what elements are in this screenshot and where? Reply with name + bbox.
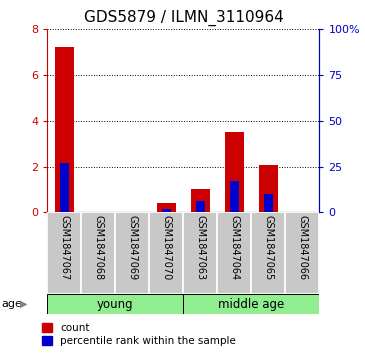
- Text: GSM1847065: GSM1847065: [264, 215, 273, 280]
- Bar: [259, 166, 278, 212]
- Bar: [196, 201, 205, 212]
- Bar: [162, 209, 171, 212]
- Bar: [81, 212, 115, 294]
- Text: GSM1847070: GSM1847070: [161, 215, 172, 280]
- Text: young: young: [97, 298, 134, 310]
- Bar: [149, 212, 183, 294]
- Bar: [157, 203, 176, 212]
- Bar: [285, 212, 319, 294]
- Bar: [55, 48, 74, 212]
- Bar: [225, 132, 244, 212]
- Text: GSM1847069: GSM1847069: [127, 215, 138, 280]
- Bar: [251, 212, 285, 294]
- Legend: count, percentile rank within the sample: count, percentile rank within the sample: [42, 323, 236, 346]
- Bar: [60, 163, 69, 212]
- Text: ▶: ▶: [20, 299, 28, 309]
- Text: GSM1847064: GSM1847064: [229, 215, 239, 280]
- Text: age: age: [2, 299, 23, 309]
- Text: GSM1847068: GSM1847068: [93, 215, 103, 280]
- Text: middle age: middle age: [218, 298, 285, 310]
- Bar: [47, 212, 81, 294]
- Bar: [184, 294, 319, 314]
- Text: GSM1847066: GSM1847066: [297, 215, 307, 280]
- Bar: [230, 181, 239, 212]
- Bar: [115, 212, 149, 294]
- Bar: [184, 212, 218, 294]
- Bar: [264, 194, 273, 212]
- Bar: [191, 189, 210, 212]
- Bar: [218, 212, 251, 294]
- Title: GDS5879 / ILMN_3110964: GDS5879 / ILMN_3110964: [84, 10, 283, 26]
- Bar: [47, 294, 184, 314]
- Text: GSM1847063: GSM1847063: [195, 215, 205, 280]
- Text: GSM1847067: GSM1847067: [59, 215, 69, 280]
